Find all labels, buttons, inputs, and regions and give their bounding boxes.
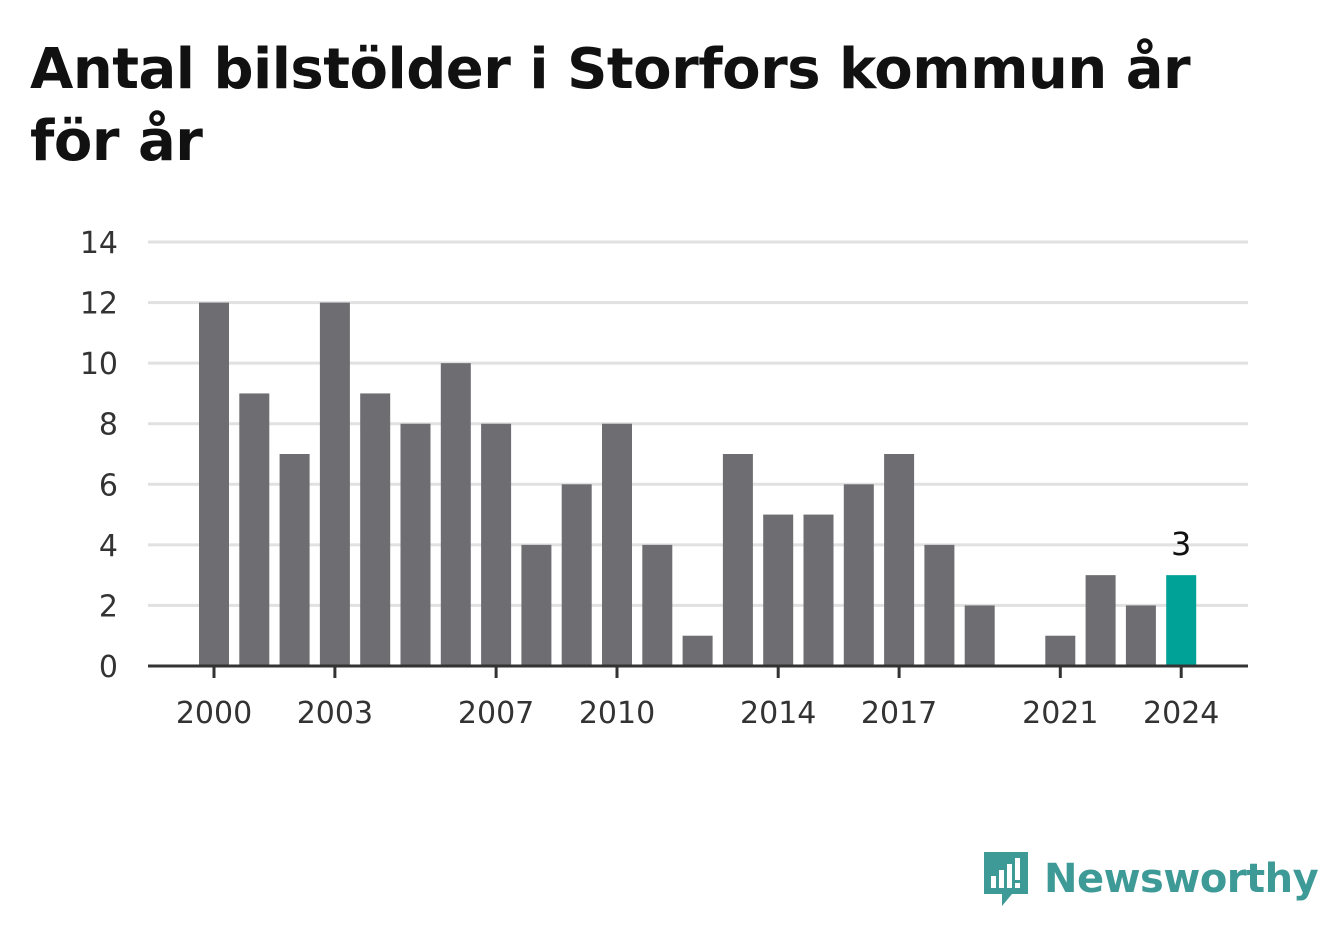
bar-2006 — [440, 363, 471, 666]
x-tick-label: 2000 — [176, 696, 252, 731]
bar-2021 — [1045, 635, 1076, 666]
y-tick-label: 4 — [99, 529, 118, 564]
bar-2009 — [561, 484, 592, 666]
bar-2014 — [763, 514, 794, 666]
bar-2016 — [843, 484, 874, 666]
bar-2005 — [400, 423, 431, 666]
y-tick-label: 6 — [99, 468, 118, 503]
data-label: 3 — [1171, 525, 1191, 563]
y-tick-label: 2 — [99, 589, 118, 624]
y-tick-label: 12 — [80, 287, 118, 322]
chart-title: Antal bilstölder i Storfors kommun år fö… — [30, 37, 1191, 174]
bar-2004 — [360, 393, 391, 666]
y-tick-label: 10 — [80, 347, 118, 382]
bar-2022 — [1085, 575, 1116, 666]
bar-2000 — [199, 302, 229, 666]
bar-2001 — [239, 393, 270, 666]
bar-2002 — [279, 454, 310, 666]
bar-2024 — [1166, 575, 1197, 666]
bar-2003 — [319, 302, 350, 666]
x-tick-label: 2003 — [297, 696, 373, 731]
brand-logo: Newsworthy — [980, 848, 1319, 910]
bar-2007 — [481, 423, 512, 666]
bar-2019 — [964, 605, 995, 666]
bar-2012 — [682, 635, 713, 666]
bar-2010 — [602, 423, 632, 666]
x-tick-label: 2010 — [579, 696, 655, 731]
x-tick-label: 2021 — [1022, 696, 1098, 731]
bar-2023 — [1125, 605, 1156, 666]
x-tick-label: 2014 — [740, 696, 816, 731]
x-tick-label: 2017 — [861, 696, 937, 731]
bar-2018 — [924, 544, 955, 666]
y-tick-label: 8 — [99, 408, 118, 443]
bar-2008 — [521, 544, 552, 666]
bar-2017 — [884, 454, 915, 666]
x-tick-label: 2024 — [1143, 696, 1219, 731]
y-tick-label: 14 — [80, 226, 118, 261]
x-tick-label: 2007 — [458, 696, 534, 731]
bar-2015 — [803, 514, 834, 666]
y-tick-label: 0 — [99, 650, 118, 685]
bar-2011 — [642, 544, 673, 666]
newsworthy-logo-icon — [984, 852, 1028, 906]
brand-name: Newsworthy — [1044, 856, 1319, 902]
bar-2013 — [722, 454, 753, 666]
